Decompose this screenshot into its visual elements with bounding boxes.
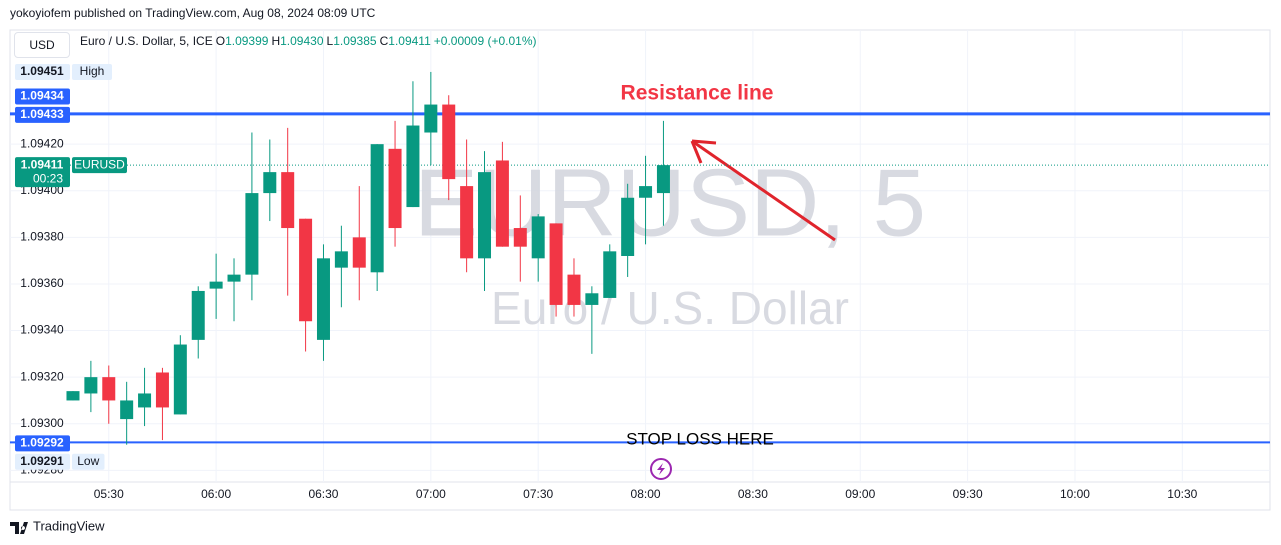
candle-body [281, 172, 295, 229]
candle-body [334, 251, 348, 268]
x-tick-label: 06:30 [308, 487, 338, 501]
candle-body [442, 104, 456, 180]
x-tick-label: 09:30 [953, 487, 983, 501]
price-label: 1.09292 [20, 436, 64, 450]
candle-body [209, 281, 223, 289]
ohlc-key: O [215, 34, 226, 48]
footer-brand: TradingView [33, 518, 105, 533]
candle-body [245, 193, 259, 275]
candle-body [352, 237, 366, 268]
x-tick-label: 07:30 [523, 487, 553, 501]
currency-button[interactable]: USD [14, 32, 70, 58]
price-tag: High [80, 64, 105, 78]
candle-body [316, 258, 330, 340]
price-tag: EURUSD [74, 157, 125, 171]
candle-body [460, 186, 474, 259]
candle-body [370, 144, 384, 273]
y-tick-label: 1.09340 [20, 323, 64, 337]
chart-frame [9, 29, 1271, 511]
y-tick-label: 1.09420 [20, 136, 64, 150]
symbol-title: Euro / U.S. Dollar, 5, ICE [80, 34, 213, 48]
candle-body [603, 251, 617, 298]
ohlc-key: H [271, 34, 281, 48]
candle-body [120, 400, 134, 420]
price-label: 1.09291 [20, 454, 64, 468]
tv-logo [10, 522, 28, 534]
annotation: Resistance line [621, 82, 774, 105]
x-tick-label: 05:30 [94, 487, 124, 501]
candle-body [102, 377, 116, 401]
ohlc-key: L [326, 34, 334, 48]
publisher: yokoyiofem published on TradingView.com,… [10, 6, 376, 20]
y-tick-label: 1.09380 [20, 230, 64, 244]
price-label-box [15, 106, 70, 123]
candle-body [191, 290, 205, 340]
x-tick-label: 07:00 [416, 487, 446, 501]
annotation: STOP LOSS HERE [626, 429, 774, 448]
countdown: 00:23 [33, 171, 63, 185]
price-label-box [15, 453, 70, 470]
candle-body [513, 228, 527, 247]
candle-body [549, 223, 563, 305]
candle-body [531, 216, 545, 259]
arrow [691, 139, 836, 242]
price-label: 1.09434 [20, 89, 64, 103]
y-tick-label: 1.09300 [20, 416, 64, 430]
price-label: 1.09451 [20, 64, 64, 78]
x-tick-label: 09:00 [845, 487, 875, 501]
price-tag-box [72, 63, 112, 80]
price-tag: Low [77, 454, 99, 468]
candle-body [66, 391, 80, 401]
candle-body [585, 293, 599, 305]
candle-body [263, 172, 277, 194]
candle-body [639, 186, 653, 198]
candle-body [424, 104, 438, 133]
candle-body [84, 377, 98, 394]
candle-body [567, 274, 581, 305]
price-label-box [15, 157, 70, 188]
y-tick-label: 1.09360 [20, 276, 64, 290]
x-tick-label: 06:00 [201, 487, 231, 501]
ohlc-value: 1.09399 [225, 34, 269, 48]
ohlc-value: 1.09385 [333, 34, 377, 48]
candle-body [495, 160, 509, 247]
x-tick-label: 10:30 [1167, 487, 1197, 501]
candle-body [155, 372, 169, 408]
price-label: 1.09433 [20, 107, 64, 121]
candle-body [227, 274, 241, 282]
price-label-box [15, 88, 70, 105]
ohlc-value: 1.09430 [280, 34, 324, 48]
price-tag-box [72, 453, 105, 470]
candle-body [656, 165, 670, 194]
legend: Euro / U.S. Dollar, 5, ICE O1.09399 H1.094… [80, 34, 540, 48]
price-label-box [15, 435, 70, 452]
watermark-description: Euro / U.S. Dollar [491, 282, 849, 334]
candle-body [299, 218, 313, 322]
x-tick-label: 10:00 [1060, 487, 1090, 501]
arrow-head [690, 139, 717, 164]
candle-body [388, 148, 402, 229]
candle-body [406, 125, 420, 208]
price-tag-box [72, 157, 127, 174]
x-tick-label: 08:00 [631, 487, 661, 501]
y-tick-label: 1.09320 [20, 369, 64, 383]
ohlc-key: C [379, 34, 389, 48]
x-tick-label: 08:30 [738, 487, 768, 501]
ohlc-value: +0.00009 (+0.01%) [433, 34, 537, 48]
candle-body [173, 344, 187, 415]
event-icon [650, 458, 672, 480]
candle-body [138, 393, 152, 408]
price-label-box [15, 63, 70, 80]
candle-body [621, 197, 635, 256]
candle-body [478, 172, 492, 259]
price-label: 1.09411 [21, 157, 64, 171]
ohlc-value: 1.09411 [388, 34, 431, 48]
